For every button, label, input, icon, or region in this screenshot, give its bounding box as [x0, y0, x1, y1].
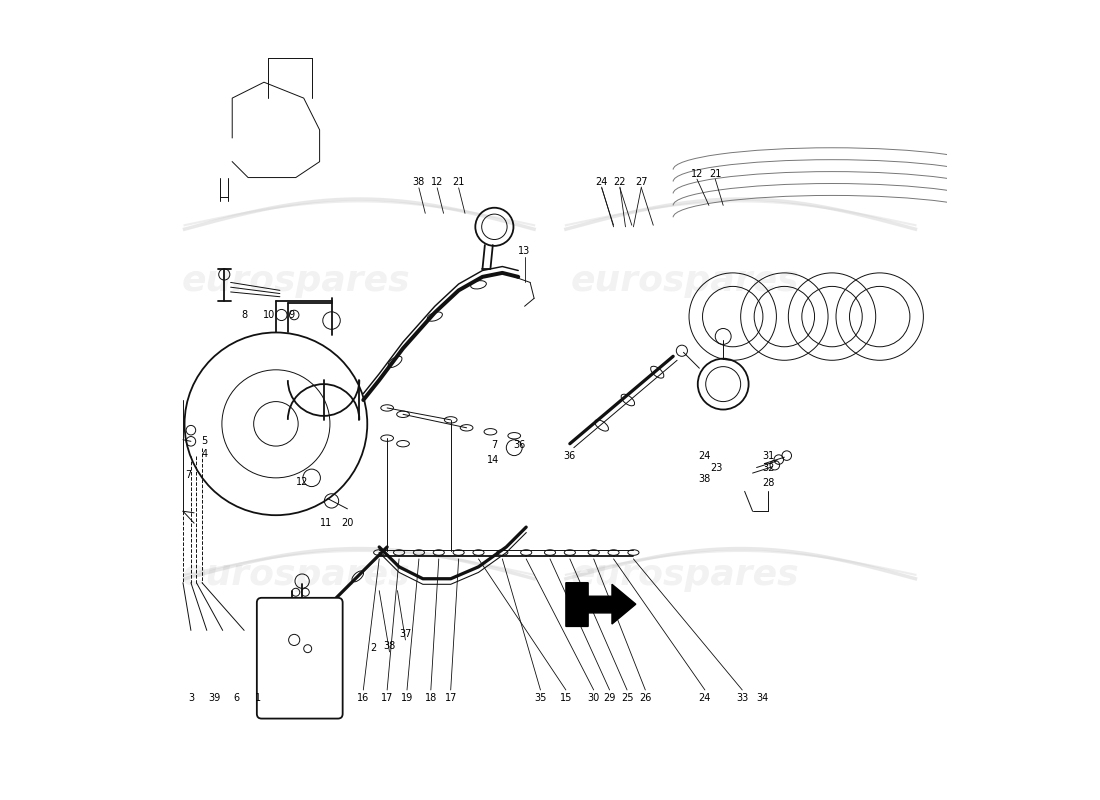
Text: eurospares: eurospares	[571, 264, 800, 298]
Text: 19: 19	[400, 693, 414, 703]
Text: 4: 4	[201, 449, 208, 459]
Text: 24: 24	[698, 693, 711, 703]
Text: 29: 29	[604, 693, 616, 703]
Polygon shape	[565, 582, 636, 626]
Text: 26: 26	[639, 693, 651, 703]
Text: 34: 34	[757, 693, 769, 703]
Text: 36: 36	[563, 450, 576, 461]
Text: 38: 38	[698, 474, 711, 485]
Text: 11: 11	[320, 518, 332, 528]
Text: 28: 28	[762, 478, 774, 489]
Text: 7: 7	[186, 470, 191, 481]
Text: 31: 31	[762, 450, 774, 461]
Text: 39: 39	[209, 693, 221, 703]
FancyBboxPatch shape	[257, 598, 343, 718]
Text: 1: 1	[254, 693, 261, 703]
Text: 23: 23	[711, 462, 723, 473]
Text: 27: 27	[635, 177, 648, 186]
Text: 10: 10	[263, 310, 276, 320]
Text: 15: 15	[560, 693, 572, 703]
Text: 9: 9	[288, 310, 295, 320]
Text: 33: 33	[736, 693, 748, 703]
Text: 14: 14	[486, 455, 499, 466]
Text: 24: 24	[595, 177, 608, 186]
Text: 30: 30	[587, 693, 600, 703]
Text: 8: 8	[241, 310, 248, 320]
Text: eurospares: eurospares	[182, 264, 410, 298]
Text: 20: 20	[341, 518, 353, 528]
Text: 17: 17	[381, 693, 394, 703]
Text: 21: 21	[452, 177, 465, 186]
Text: 12: 12	[431, 177, 443, 186]
Text: 25: 25	[620, 693, 634, 703]
Text: 2: 2	[371, 643, 377, 653]
Text: 12: 12	[691, 169, 703, 178]
Text: 17: 17	[444, 693, 456, 703]
Text: eurospares: eurospares	[182, 558, 410, 592]
Text: 5: 5	[201, 436, 208, 446]
Text: 21: 21	[710, 169, 722, 178]
Text: 16: 16	[358, 693, 370, 703]
Text: 36: 36	[514, 440, 526, 450]
Text: 22: 22	[614, 177, 626, 186]
Text: 6: 6	[233, 693, 240, 703]
Text: 35: 35	[535, 693, 547, 703]
Text: 38: 38	[384, 642, 396, 651]
Text: 12: 12	[296, 477, 308, 487]
Text: 3: 3	[188, 693, 194, 703]
Text: 24: 24	[698, 450, 711, 461]
Text: 13: 13	[518, 246, 530, 256]
Text: 18: 18	[425, 693, 437, 703]
Text: eurospares: eurospares	[571, 558, 800, 592]
Text: 7: 7	[492, 440, 497, 450]
Text: 37: 37	[399, 630, 411, 639]
Text: 38: 38	[412, 177, 425, 186]
Text: 32: 32	[762, 462, 774, 473]
